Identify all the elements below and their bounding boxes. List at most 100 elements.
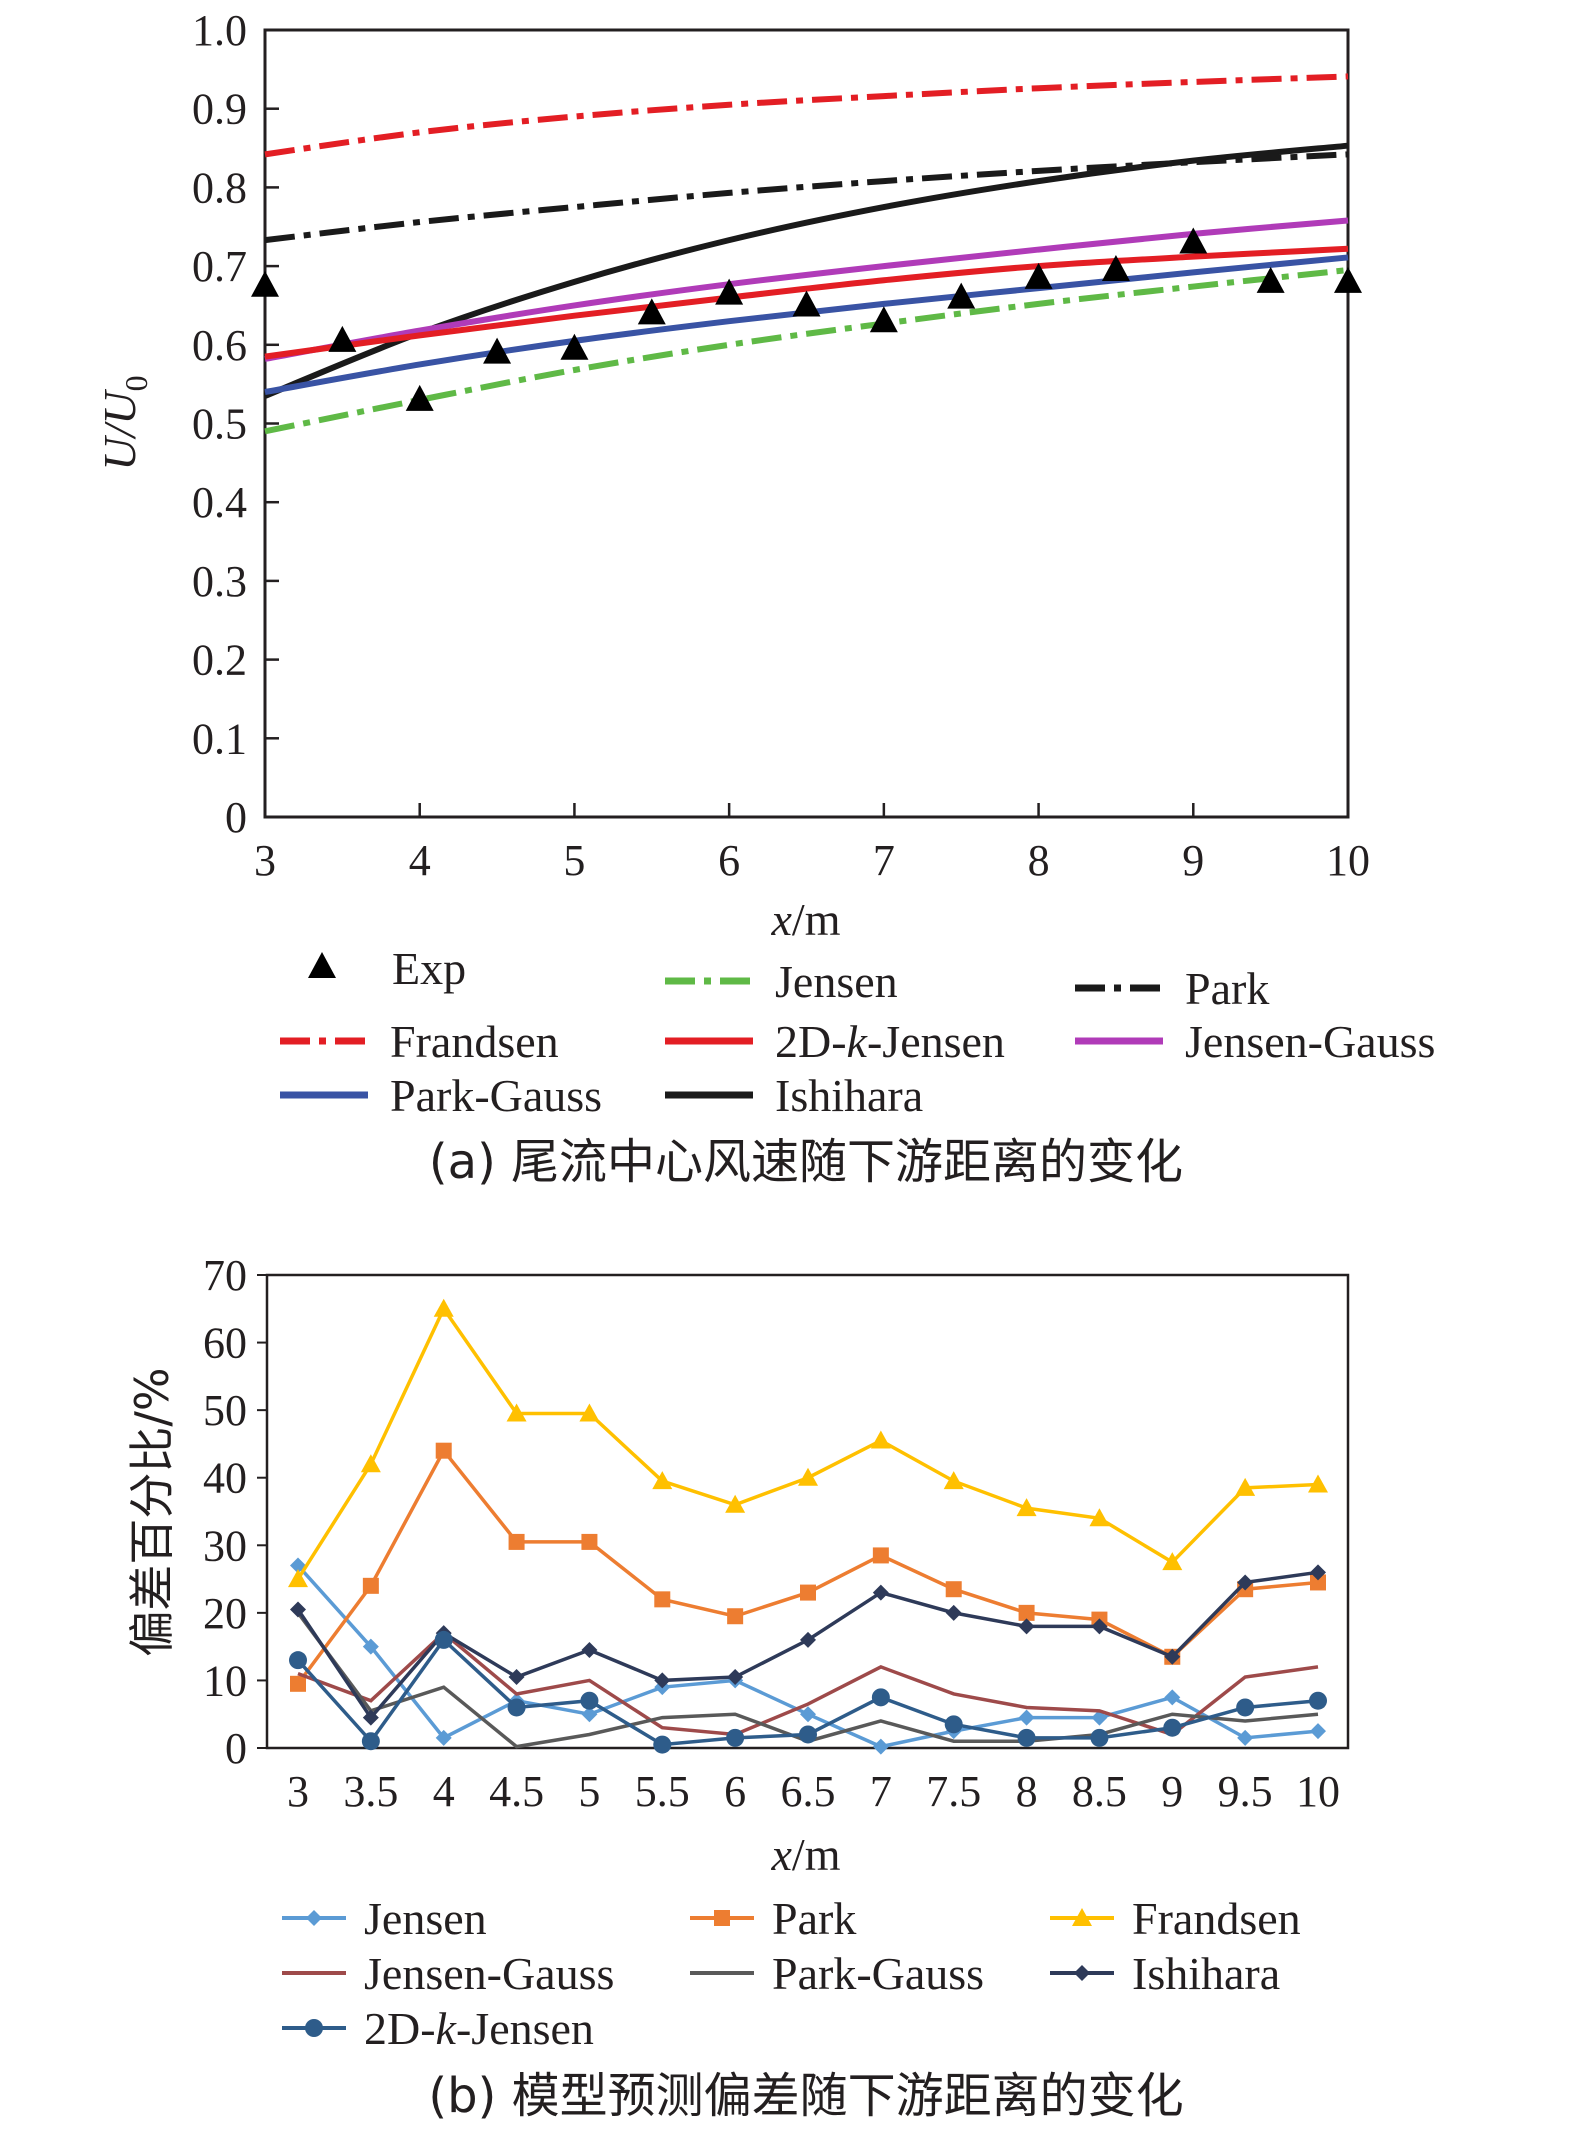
y-tick-label: 50 [203, 1386, 247, 1435]
data-point-2d-k-jensen [1236, 1698, 1255, 1717]
legend-label-jensen: Jensen [775, 956, 898, 1007]
data-point-frandsen [288, 1569, 308, 1588]
data-point-jensen [1018, 1709, 1035, 1726]
legend-marker-exp [308, 952, 336, 978]
data-point-frandsen [1308, 1474, 1328, 1493]
data-point-ishihara [654, 1672, 671, 1689]
data-point-frandsen [433, 1298, 454, 1317]
legend-label-ishihara: Ishihara [1132, 1948, 1280, 1999]
legend-label-frandsen: Frandsen [1132, 1893, 1301, 1944]
y-tick-label: 0.8 [192, 163, 247, 212]
x-tick-label: 5.5 [635, 1767, 690, 1816]
x-tick-label: 3 [287, 1767, 309, 1816]
y-tick-label: 0.1 [192, 714, 247, 763]
y-tick-label: 0.9 [192, 85, 247, 134]
exp-point [637, 298, 666, 325]
x-tick-label: 4 [409, 836, 431, 885]
x-tick-label: 3 [254, 836, 276, 885]
data-point-park [508, 1533, 525, 1550]
chart-a-x-axis: 3 4 5 6 7 8 9 10 [254, 803, 1370, 885]
exp-point [1334, 266, 1362, 293]
data-point-park [872, 1547, 889, 1564]
legend-label-jensen-gauss: Jensen-Gauss [364, 1948, 614, 1999]
x-tick-label: 4.5 [489, 1767, 544, 1816]
data-point-ishihara [508, 1669, 525, 1686]
data-point-frandsen [798, 1467, 818, 1486]
chart-b-series [288, 1298, 1328, 1755]
series-line-park [264, 151, 1349, 244]
data-point-jensen [435, 1729, 452, 1746]
y-tick-label: 60 [203, 1319, 247, 1368]
data-point-ishihara [800, 1631, 816, 1648]
data-point-park [727, 1608, 744, 1625]
chart-a-x-axis-label: x/m [771, 894, 841, 945]
chart-a-plot-frame [263, 28, 1350, 819]
legend-label-frandsen: Frandsen [390, 1016, 559, 1067]
data-point-park [800, 1584, 816, 1601]
exp-point [405, 384, 434, 411]
data-point-jensen [872, 1738, 889, 1755]
exp-point [1179, 227, 1208, 254]
legend-label-park-gauss: Park-Gauss [390, 1070, 602, 1121]
chart-b-legend: Jensen Park Frandsen Jensen-Gauss Park-Gauss… [282, 1893, 1301, 2054]
data-point-park [945, 1581, 962, 1598]
y-tick-label: 0.2 [192, 636, 247, 685]
data-point-jensen [1164, 1689, 1181, 1706]
data-point-jensen [362, 1638, 379, 1655]
legend-marker-ishihara [1074, 1965, 1090, 1981]
data-point-ishihara [727, 1669, 744, 1686]
series-ishihara [290, 1564, 1326, 1726]
legend-label-park: Park [772, 1893, 856, 1944]
chart-b-y-axis: 0 10 20 30 40 50 60 70 [203, 1251, 267, 1773]
data-point-frandsen [506, 1403, 527, 1422]
y-tick-label: 0.6 [192, 321, 247, 370]
legend-label-jensen-gauss: Jensen-Gauss [1185, 1016, 1435, 1067]
x-tick-label: 9 [1182, 836, 1204, 885]
chart-a-exp-points [251, 227, 1362, 411]
data-point-2d-k-jensen [507, 1698, 526, 1717]
series-line-2d-k-jensen [264, 245, 1349, 360]
data-point-jensen [581, 1706, 598, 1723]
exp-point [947, 282, 976, 309]
x-tick-label: 6 [724, 1767, 746, 1816]
x-tick-label: 5 [578, 1767, 600, 1816]
data-point-2d-k-jensen [653, 1735, 672, 1754]
data-point-ishihara [1310, 1564, 1326, 1581]
data-point-2d-k-jensen [289, 1651, 307, 1670]
exp-point [1256, 266, 1285, 293]
chart-a: 0 0.1 0.2 0.3 0.4 0.5 0.6 0.7 0.8 0.9 1.0 3 4 5 6 7 8 9 1… [94, 6, 1435, 1190]
chart-b-y-axis-label: 偏差百分比/% [125, 1367, 179, 1656]
data-point-park [1018, 1604, 1035, 1621]
x-tick-label: 8 [1028, 836, 1050, 885]
legend-label-jensen: Jensen [364, 1893, 487, 1944]
data-point-park [435, 1442, 452, 1459]
chart-a-legend: Exp Jensen Park Frandsen 2D-k-Jensen Jensen-G… [280, 943, 1435, 1121]
data-point-2d-k-jensen [1017, 1728, 1036, 1747]
data-point-frandsen [870, 1430, 891, 1449]
data-point-park [1310, 1574, 1326, 1591]
chart-a-caption: (a) 尾流中心风速随下游距离的变化 [429, 1134, 1183, 1190]
data-point-park [581, 1533, 598, 1550]
legend-marker-2d-k-jensen [305, 2019, 323, 2037]
chart-b-x-axis-label: x/m [771, 1829, 841, 1880]
y-tick-label: 0 [225, 1724, 247, 1773]
data-point-ishihara [581, 1642, 598, 1659]
x-tick-label: 7.5 [926, 1767, 981, 1816]
data-point-frandsen [1162, 1552, 1183, 1571]
data-point-jensen [1237, 1729, 1254, 1746]
legend-label-ishihara: Ishihara [775, 1070, 923, 1121]
data-point-2d-k-jensen [1090, 1728, 1109, 1747]
chart-b: 0 10 20 30 40 50 60 70 3 3.5 4 4.5 5 5.5 6 6.5 7 7.5 8 8.5… [125, 1251, 1350, 2124]
data-point-park [654, 1591, 671, 1608]
x-tick-label: 7 [870, 1767, 892, 1816]
series-jensen-gauss [297, 1630, 1319, 1737]
data-point-park [290, 1675, 306, 1692]
data-point-2d-k-jensen [799, 1725, 817, 1744]
data-point-frandsen [652, 1471, 673, 1490]
legend-marker-park [714, 1910, 730, 1926]
data-point-2d-k-jensen [1309, 1691, 1327, 1710]
data-point-2d-k-jensen [726, 1728, 745, 1747]
data-point-jensen [800, 1706, 816, 1723]
data-point-frandsen [360, 1454, 381, 1473]
data-point-ishihara [872, 1584, 889, 1601]
